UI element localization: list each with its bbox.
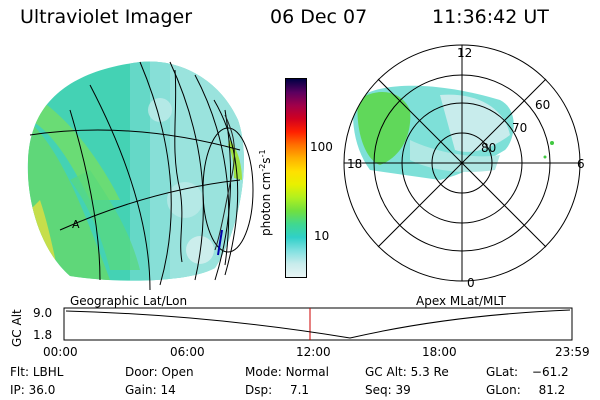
altitude-xtick-1200: 12:00 — [296, 345, 331, 359]
instrument-title: Ultraviolet Imager — [20, 6, 193, 28]
status-dsp: Dsp: 7.1 — [245, 383, 310, 397]
altitude-ytick-9: 9.0 — [33, 306, 53, 320]
mlat-label-60: 60 — [535, 98, 551, 112]
right-panel-caption: Apex MLat/MLT — [416, 294, 506, 308]
status-gain: Gain: 14 — [125, 383, 176, 397]
mlt-label-6: 6 — [577, 157, 585, 171]
mlat-label-80: 80 — [481, 141, 497, 155]
status-gc-alt: GC Alt: 5.3 Re — [365, 365, 449, 379]
altitude-ytick-1-8: 1.8 — [33, 328, 53, 342]
left-panel-caption: Geographic Lat/Lon — [70, 294, 188, 308]
colorbar-tick-10: 10 — [314, 229, 330, 243]
status-ip: IP: 36.0 — [10, 383, 56, 397]
status-glon: GLon: 81.2 — [486, 383, 566, 397]
colorbar — [285, 78, 307, 278]
status-seq: Seq: 39 — [365, 383, 411, 397]
mlat-label-70: 70 — [512, 121, 528, 135]
status-mode: Mode: Normal — [245, 365, 329, 379]
observation-time: 11:36:42 UT — [432, 6, 549, 28]
observation-date: 06 Dec 07 — [270, 6, 368, 28]
marker-a: A — [72, 218, 80, 231]
status-glat: GLat: −61.2 — [486, 365, 569, 379]
status-flt: Flt: LBHL — [10, 365, 64, 379]
colorbar-tick-100: 100 — [310, 140, 333, 154]
mlt-label-12: 12 — [457, 46, 473, 60]
status-door: Door: Open — [125, 365, 194, 379]
mlt-label-0: 0 — [467, 276, 475, 290]
altitude-xtick-0000: 00:00 — [43, 345, 78, 359]
altitude-xtick-0600: 06:00 — [170, 345, 205, 359]
mlt-label-18: 18 — [347, 157, 363, 171]
altitude-xtick-1800: 18:00 — [422, 345, 457, 359]
altitude-xtick-2359: 23:59 — [555, 345, 590, 359]
